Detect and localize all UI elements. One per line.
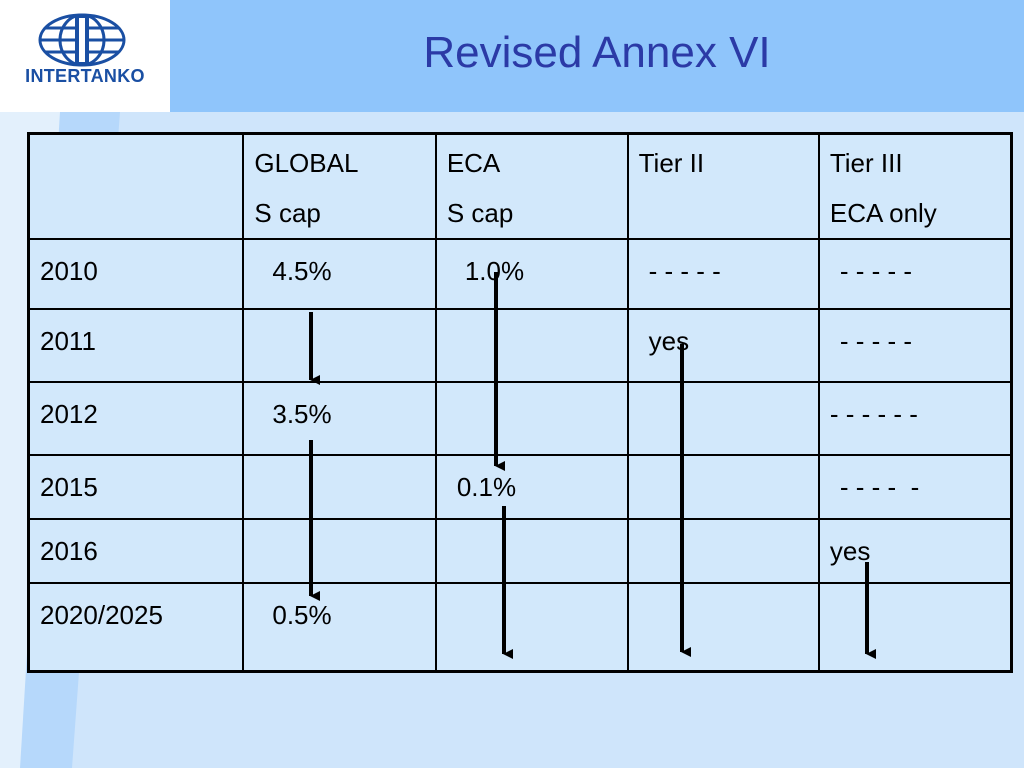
cell-eca	[434, 308, 629, 383]
cell-tier2: yes	[626, 308, 820, 383]
cell-tier3: yes	[817, 518, 1013, 584]
header-tier3-line2: ECA only	[829, 198, 937, 228]
annex-table: GLOBAL S cap ECA S cap Tier II Tier III …	[27, 132, 1013, 673]
header-cell-empty	[27, 132, 245, 240]
header-eca-line2: S cap	[446, 198, 514, 228]
logo-text: INTERTANKO	[25, 66, 145, 86]
cell-year: 2016	[27, 518, 245, 584]
table-row: 2015 0.1% - - - - -	[27, 454, 1013, 520]
cell-year: 2011	[27, 308, 245, 383]
cell-global	[242, 518, 437, 584]
cell-tier2	[626, 518, 820, 584]
header-cell-eca: ECA S cap	[434, 132, 629, 240]
cell-year: 2012	[27, 381, 245, 456]
cell-tier3: - - - - -	[817, 454, 1013, 520]
cell-global	[242, 454, 437, 520]
table-row: 2010 4.5% 1.0% - - - - - - - - - -	[27, 238, 1013, 310]
cell-year: 2020/2025	[27, 582, 245, 672]
page-title: Revised Annex VI	[423, 28, 771, 77]
table-row: 2020/2025 0.5%	[27, 582, 1013, 672]
table-row: 2012 3.5% - - - - - -	[27, 381, 1013, 456]
globe-icon	[38, 13, 126, 67]
table-header-row: GLOBAL S cap ECA S cap Tier II Tier III …	[27, 132, 1013, 240]
cell-global: 3.5%	[242, 381, 437, 456]
cell-tier2	[626, 582, 820, 672]
cell-tier3: - - - - -	[817, 308, 1013, 383]
cell-tier2: - - - - -	[626, 238, 820, 310]
cell-tier2	[626, 454, 820, 520]
header-band	[170, 0, 1024, 112]
cell-tier3: - - - - -	[817, 238, 1013, 310]
cell-year: 2010	[27, 238, 245, 310]
cell-tier2	[626, 381, 820, 456]
cell-tier3	[817, 582, 1013, 672]
header-global-line1: GLOBAL	[254, 148, 359, 178]
logo: INTERTANKO	[0, 0, 170, 112]
cell-eca: 0.1%	[434, 454, 629, 520]
cell-global: 4.5%	[242, 238, 437, 310]
cell-eca	[434, 381, 629, 456]
cell-global	[242, 308, 437, 383]
header-cell-tier3: Tier III ECA only	[817, 132, 1013, 240]
header-global-line2: S cap	[254, 198, 321, 228]
header-tier3-line1: Tier III	[829, 148, 903, 178]
cell-global: 0.5%	[242, 582, 437, 672]
cell-eca	[434, 582, 629, 672]
header-tier2-line1: Tier II	[638, 148, 705, 178]
header-cell-global: GLOBAL S cap	[242, 132, 437, 240]
cell-eca	[434, 518, 629, 584]
table-row: 2011 yes - - - - -	[27, 308, 1013, 383]
header-cell-tier2: Tier II	[626, 132, 820, 240]
cell-eca: 1.0%	[434, 238, 629, 310]
table-row: 2016 yes	[27, 518, 1013, 584]
cell-tier3: - - - - - -	[817, 381, 1013, 456]
cell-year: 2015	[27, 454, 245, 520]
header-eca-line1: ECA	[446, 148, 501, 178]
